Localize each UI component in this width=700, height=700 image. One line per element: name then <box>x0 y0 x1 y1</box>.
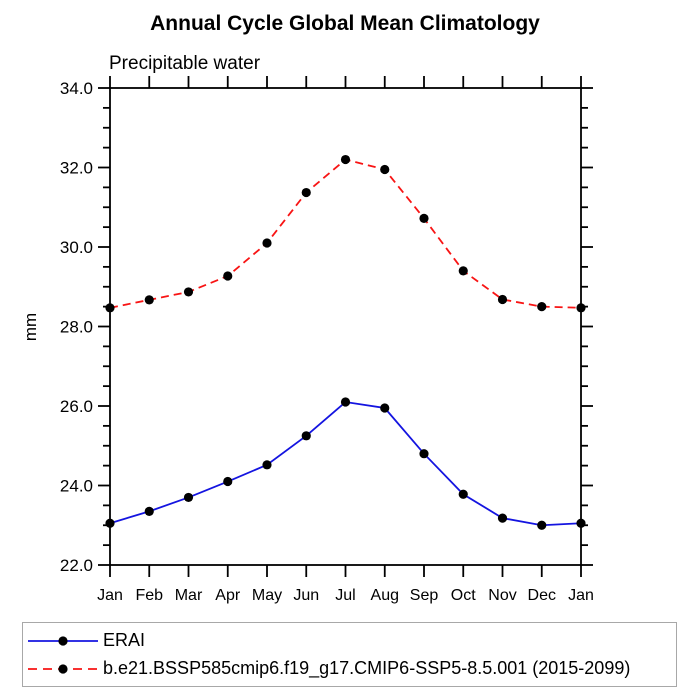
data-point-marker <box>340 397 351 407</box>
y-tick-label: 32.0 <box>60 159 93 178</box>
data-point-marker <box>144 295 154 305</box>
data-point-marker <box>183 287 194 297</box>
annual-cycle-chart: Annual Cycle Global Mean Climatology Pre… <box>21 12 594 604</box>
data-point-marker <box>380 403 390 413</box>
x-tick-label: Aug <box>371 587 399 604</box>
x-tick-label: Jun <box>293 587 319 604</box>
data-series <box>105 154 586 530</box>
plot-axes <box>98 76 593 577</box>
data-point-marker <box>419 213 429 223</box>
legend-item-erai: ERAI <box>26 627 676 655</box>
data-point-marker <box>458 266 468 276</box>
x-tick-label: Mar <box>175 587 203 604</box>
data-point-marker <box>183 492 194 503</box>
y-tick-label: 26.0 <box>60 397 93 416</box>
x-tick-label: May <box>252 587 282 604</box>
model-line-sample-icon <box>28 663 98 674</box>
x-tick-label: Feb <box>135 587 163 604</box>
data-point-marker <box>301 187 311 198</box>
data-point-marker <box>497 294 508 305</box>
data-point-marker <box>340 154 351 165</box>
data-point-marker <box>419 449 429 459</box>
data-point-marker <box>497 513 508 523</box>
data-point-marker <box>262 460 272 470</box>
legend: ERAI b.e21.BSSP585cmip6.f19_g17.CMIP6-SS… <box>22 622 677 687</box>
erai-line <box>109 401 582 527</box>
y-tick-label: 34.0 <box>60 79 93 98</box>
data-point-marker <box>144 506 154 516</box>
x-tick-label: Sep <box>410 587 439 604</box>
y-axis-label: mm <box>21 313 40 341</box>
data-point-marker <box>223 476 233 487</box>
model-line <box>109 158 582 309</box>
data-point-marker <box>458 489 468 499</box>
data-point-marker <box>537 520 547 530</box>
x-tick-label: Oct <box>451 587 476 604</box>
y-tick-label: 30.0 <box>60 238 93 257</box>
chart-subtitle: Precipitable water <box>109 53 261 74</box>
data-point-marker <box>105 518 115 528</box>
x-tick-label: Jan <box>97 587 123 604</box>
legend-item-model: b.e21.BSSP585cmip6.f19_g17.CMIP6-SSP5-8.… <box>26 655 676 683</box>
data-point-marker <box>223 271 233 281</box>
data-point-marker <box>576 518 586 528</box>
erai-line-sample-icon <box>28 635 98 646</box>
y-tick-label: 22.0 <box>60 556 93 575</box>
x-tick-label: Apr <box>215 587 241 604</box>
y-tick-label: 28.0 <box>60 318 93 337</box>
axis-tick-labels: 22.0 24.0 26.0 28.0 30.0 32.0 34.0 Jan Feb Mar Apr… <box>60 79 594 604</box>
data-point-marker <box>105 303 115 313</box>
y-tick-label: 24.0 <box>60 477 93 496</box>
x-tick-label: Dec <box>528 587 556 604</box>
chart-title: Annual Cycle Global Mean Climatology <box>150 12 540 35</box>
legend-label-model: b.e21.BSSP585cmip6.f19_g17.CMIP6-SSP5-8.… <box>103 658 631 678</box>
x-tick-label: Nov <box>488 587 516 604</box>
data-point-marker <box>380 164 390 175</box>
data-point-marker <box>576 303 586 313</box>
legend-label-erai: ERAI <box>103 630 146 650</box>
x-tick-label: Jan <box>568 587 594 604</box>
data-point-marker <box>262 238 272 248</box>
data-point-marker <box>301 431 311 441</box>
x-tick-label: Jul <box>335 587 355 604</box>
data-point-marker <box>537 302 547 312</box>
